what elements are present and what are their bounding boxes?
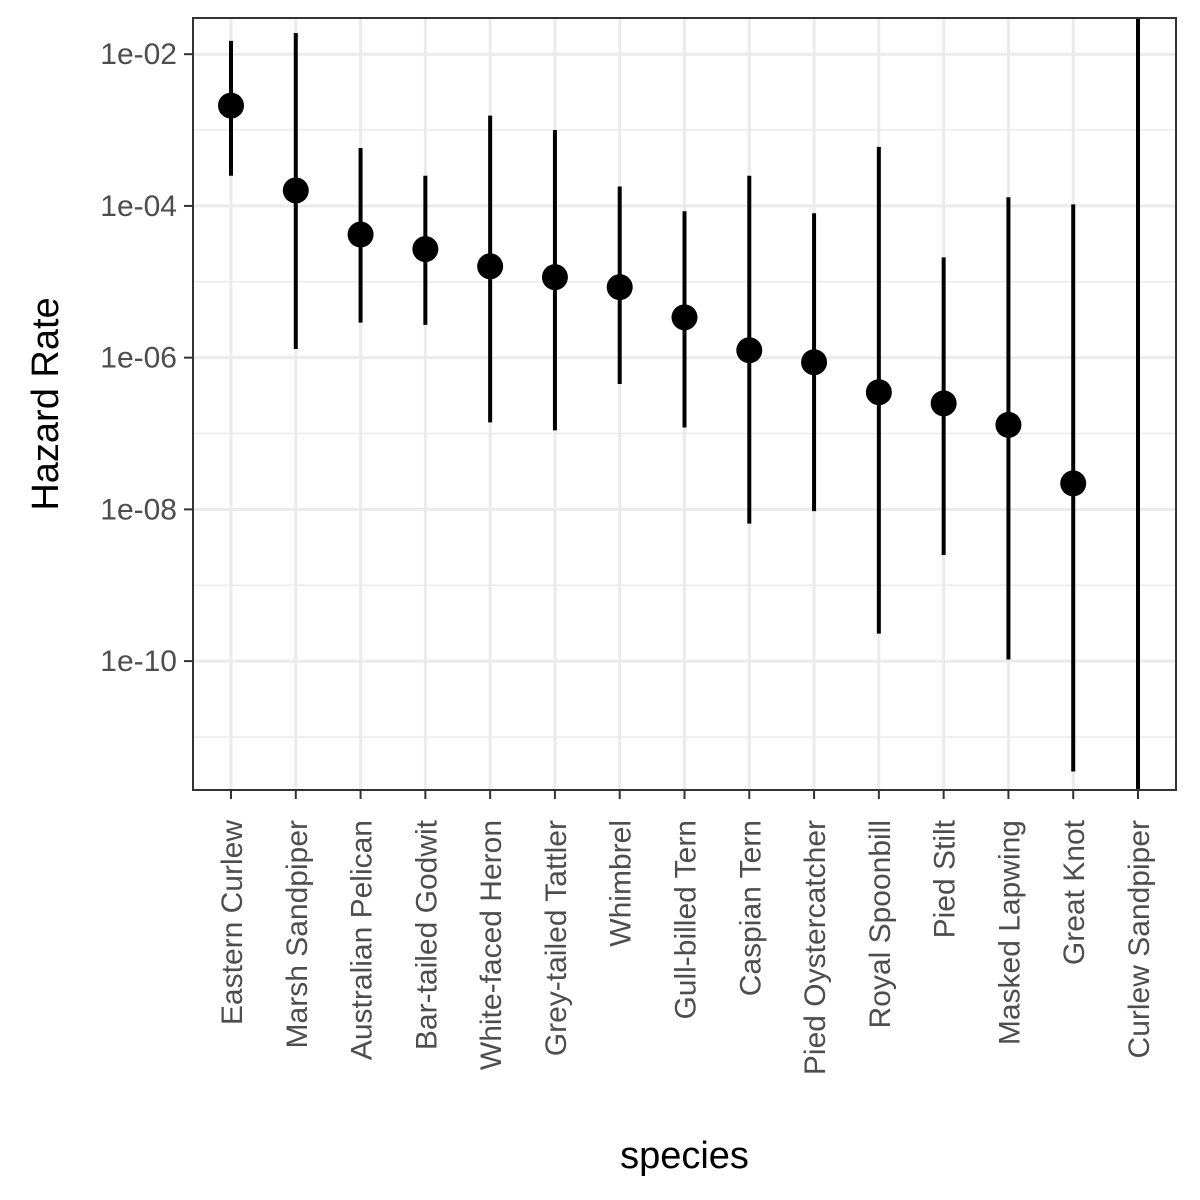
- data-point: [218, 92, 244, 119]
- data-point: [930, 390, 957, 417]
- x-tick-label: Eastern Curlew: [216, 820, 249, 1025]
- y-tick-label: 1e-04: [100, 190, 177, 223]
- y-axis: 1e-02 1e-04 1e-06 1e-08 1e-10: [100, 38, 193, 678]
- x-tick-label: Great Knot: [1058, 819, 1091, 965]
- x-tick-label: Bar-tailed Godwit: [410, 819, 443, 1050]
- y-axis-title: Hazard Rate: [25, 297, 67, 510]
- y-tick-label: 1e-02: [100, 38, 177, 71]
- y-tick-label: 1e-08: [100, 493, 177, 526]
- data-point: [412, 236, 439, 263]
- data-point: [477, 253, 504, 280]
- x-tick-label: Masked Lapwing: [993, 820, 1026, 1045]
- x-tick-label: Marsh Sandpiper: [281, 820, 314, 1048]
- x-tick-label: White-faced Heron: [475, 820, 508, 1070]
- x-tick-label: Royal Spoonbill: [864, 820, 897, 1028]
- x-axis: Eastern Curlew Marsh Sandpiper Australian …: [216, 790, 1156, 1075]
- data-point: [801, 349, 828, 376]
- data-point: [347, 221, 374, 248]
- data-points: [218, 92, 1087, 497]
- y-tick-label: 1e-06: [100, 342, 177, 375]
- data-point: [736, 337, 763, 364]
- data-point: [1060, 470, 1087, 497]
- x-tick-label: Whimbrel: [605, 820, 638, 947]
- data-point: [606, 274, 633, 301]
- data-point: [865, 379, 892, 406]
- data-point: [671, 304, 698, 331]
- x-tick-label: Pied Oystercatcher: [799, 820, 832, 1075]
- x-tick-label: Australian Pelican: [346, 820, 379, 1060]
- x-tick-label: Grey-tailed Tattler: [540, 820, 573, 1056]
- x-axis-title: species: [620, 1135, 749, 1177]
- x-tick-label: Pied Stilt: [929, 819, 962, 938]
- x-tick-label: Gull-billed Tern: [670, 820, 703, 1020]
- data-point: [541, 264, 568, 291]
- data-point: [282, 177, 309, 204]
- data-point: [995, 411, 1022, 438]
- x-tick-label: Caspian Tern: [734, 820, 767, 996]
- x-tick-label: Curlew Sandpiper: [1123, 820, 1156, 1058]
- y-tick-label: 1e-10: [100, 645, 177, 678]
